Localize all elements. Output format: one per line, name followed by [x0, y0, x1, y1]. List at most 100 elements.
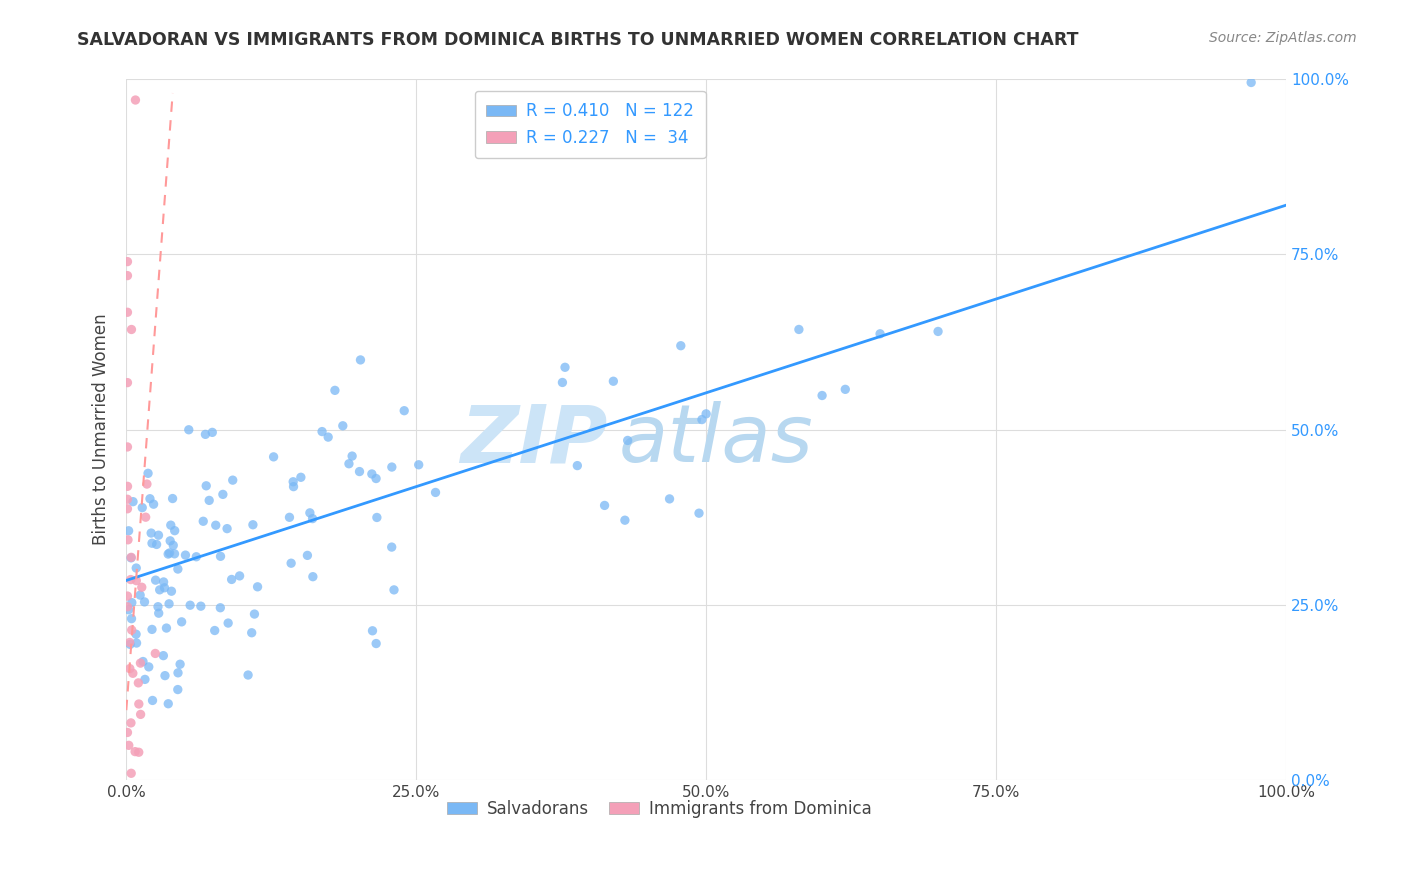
Point	[120, 715, 142, 730]
Point	[179, 598, 201, 612]
Point	[311, 425, 333, 439]
Point	[167, 562, 190, 576]
Point	[174, 548, 197, 562]
Point	[134, 673, 156, 687]
Point	[228, 569, 250, 583]
Point	[298, 506, 321, 520]
Point	[204, 624, 226, 638]
Point	[198, 493, 221, 508]
Point	[360, 467, 382, 481]
Point	[163, 524, 186, 538]
Point	[124, 93, 146, 107]
Point	[283, 475, 305, 489]
Point	[301, 511, 323, 525]
Point	[869, 326, 891, 341]
Point	[148, 528, 170, 542]
Point	[246, 580, 269, 594]
Point	[382, 582, 405, 597]
Point	[117, 479, 139, 493]
Point	[145, 573, 167, 587]
Point	[117, 254, 139, 268]
Point	[236, 668, 259, 682]
Point	[787, 322, 810, 336]
Point	[408, 458, 430, 472]
Point	[349, 352, 371, 367]
Point	[141, 623, 163, 637]
Point	[361, 624, 384, 638]
Point	[128, 745, 150, 759]
Point	[212, 487, 235, 501]
Text: atlas: atlas	[619, 401, 814, 479]
Point	[117, 501, 139, 516]
Point	[616, 434, 638, 448]
Point	[131, 500, 153, 515]
Point	[283, 480, 305, 494]
Point	[695, 407, 717, 421]
Point	[125, 627, 148, 641]
Point	[602, 374, 624, 388]
Point	[152, 574, 174, 589]
Point	[834, 382, 856, 396]
Point	[811, 388, 834, 402]
Point	[177, 423, 200, 437]
Point	[217, 522, 239, 536]
Point	[134, 595, 156, 609]
Point	[364, 471, 387, 485]
Point	[132, 655, 155, 669]
Point	[157, 597, 180, 611]
Point	[425, 485, 447, 500]
Point	[658, 491, 681, 506]
Point	[209, 549, 232, 564]
Point	[166, 682, 188, 697]
Point	[323, 384, 346, 398]
Point	[167, 665, 190, 680]
Point	[337, 457, 360, 471]
Point	[162, 538, 184, 552]
Point	[159, 533, 181, 548]
Point	[160, 584, 183, 599]
Point	[121, 596, 143, 610]
Point	[121, 322, 143, 336]
Point	[117, 603, 139, 617]
Point	[263, 450, 285, 464]
Point	[152, 648, 174, 663]
Point	[302, 570, 325, 584]
Point	[135, 510, 157, 524]
Point	[120, 573, 142, 587]
Point	[567, 458, 589, 473]
Point	[129, 588, 152, 602]
Point	[157, 547, 180, 561]
Point	[242, 517, 264, 532]
Point	[136, 467, 159, 481]
Point	[142, 497, 165, 511]
Point	[349, 465, 371, 479]
Text: SALVADORAN VS IMMIGRANTS FROM DOMINICA BIRTHS TO UNMARRIED WOMEN CORRELATION CHA: SALVADORAN VS IMMIGRANTS FROM DOMINICA B…	[77, 31, 1078, 49]
Point	[117, 440, 139, 454]
Point	[117, 524, 139, 538]
Point	[118, 635, 141, 649]
Point	[118, 662, 141, 676]
Point	[169, 657, 191, 672]
Point	[392, 403, 415, 417]
Point	[118, 739, 141, 753]
Point	[157, 697, 180, 711]
Point	[131, 580, 153, 594]
Point	[138, 660, 160, 674]
Point	[124, 745, 146, 759]
Point	[148, 606, 170, 620]
Point	[240, 625, 263, 640]
Point	[129, 707, 152, 722]
Point	[366, 510, 388, 524]
Point	[193, 514, 215, 528]
Point	[280, 556, 302, 570]
Text: ZIP: ZIP	[460, 401, 607, 479]
Point	[163, 547, 186, 561]
Point	[143, 647, 166, 661]
Point	[117, 599, 139, 614]
Point	[146, 599, 169, 614]
Point	[554, 360, 576, 375]
Point	[117, 268, 139, 283]
Point	[340, 449, 363, 463]
Point	[117, 305, 139, 319]
Point	[149, 582, 172, 597]
